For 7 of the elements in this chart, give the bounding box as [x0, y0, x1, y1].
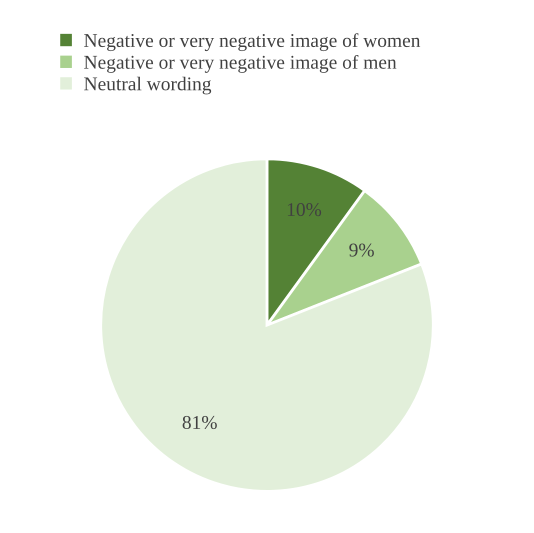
pie-slice: [99, 157, 435, 493]
data-label: 9%: [349, 243, 374, 257]
legend-label: Negative or very negative image of women: [84, 33, 420, 52]
legend-label: Neutral wording: [84, 76, 212, 94]
data-label: 81%: [182, 416, 217, 430]
legend-label: Negative or very negative image of men: [84, 54, 396, 73]
data-label: 10%: [288, 203, 322, 216]
